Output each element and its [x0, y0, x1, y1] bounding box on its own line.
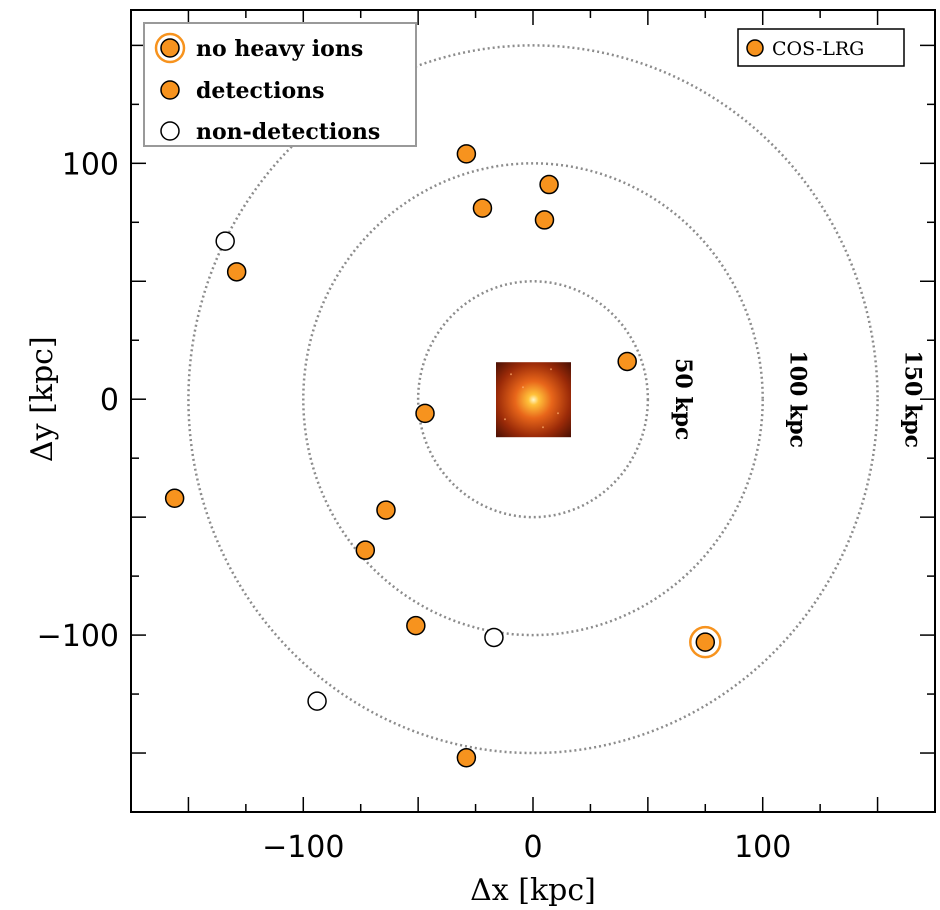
- ring-label: 150 kpc: [900, 350, 926, 448]
- galaxy-star: [504, 418, 506, 421]
- detection-point: [472, 198, 493, 218]
- radius-rings: [187, 44, 879, 755]
- legend-label: detections: [196, 78, 325, 104]
- radius-ring: [416, 280, 650, 519]
- no-heavy-ions-ring: [689, 625, 722, 659]
- galaxy-star: [542, 426, 544, 429]
- detection-point: [376, 500, 396, 520]
- ring-label: 100 kpc: [785, 350, 811, 448]
- y-tick-label: 0: [100, 383, 119, 418]
- detection-point: [456, 747, 477, 768]
- detection-point: [539, 174, 559, 195]
- legend-marker-highlight-ring: [154, 32, 186, 64]
- galaxy-image: [496, 362, 571, 438]
- sample-badge-box: [737, 28, 905, 67]
- radius-ring: [302, 162, 764, 637]
- legend: no heavy ions detections non-detections: [143, 22, 417, 147]
- galaxy-star: [550, 368, 552, 371]
- legend-marker-no-heavy-ions: [160, 38, 180, 58]
- sample-badge-marker: [746, 39, 764, 57]
- detection-point: [695, 632, 716, 652]
- radius-ring: [187, 44, 879, 755]
- legend-marker-detection: [160, 80, 180, 100]
- legend-label: non-detections: [196, 119, 380, 145]
- y-tick-labels: −100 0 100: [37, 147, 119, 654]
- y-axis-title: Δy [kpc]: [25, 336, 60, 462]
- detection-point: [226, 262, 247, 282]
- x-tick-label: 0: [523, 830, 542, 865]
- data-points: [164, 144, 722, 768]
- galaxy-star: [522, 386, 524, 389]
- y-tick-label: −100: [37, 619, 119, 654]
- galaxy-star: [510, 373, 512, 376]
- ring-label: 50 kpc: [670, 358, 696, 440]
- non-detection-point: [215, 231, 235, 251]
- detection-point: [534, 210, 555, 230]
- detection-point: [415, 403, 435, 424]
- sample-badge-label: COS-LRG: [772, 38, 864, 60]
- legend-box: [143, 22, 417, 147]
- x-tick-labels: −100 0 100: [262, 830, 791, 865]
- y-tick-label: 100: [62, 147, 119, 182]
- x-tick-label: 100: [734, 830, 791, 865]
- detection-point: [164, 488, 185, 509]
- detection-point: [456, 144, 477, 164]
- central-galaxy: [496, 362, 571, 438]
- detection-point: [406, 615, 426, 636]
- non-detection-point: [484, 627, 504, 648]
- detection-point: [355, 540, 376, 560]
- sample-badge: COS-LRG: [737, 28, 905, 67]
- x-axis-title: Δx [kpc]: [470, 873, 596, 908]
- legend-label: no heavy ions: [196, 36, 363, 62]
- x-tick-label: −100: [262, 830, 344, 865]
- galaxy-star: [557, 412, 559, 415]
- legend-marker-non-detection: [160, 121, 180, 141]
- ring-labels: 50 kpc 100 kpc 150 kpc: [670, 350, 926, 448]
- non-detection-point: [307, 691, 327, 711]
- detection-point: [617, 351, 637, 372]
